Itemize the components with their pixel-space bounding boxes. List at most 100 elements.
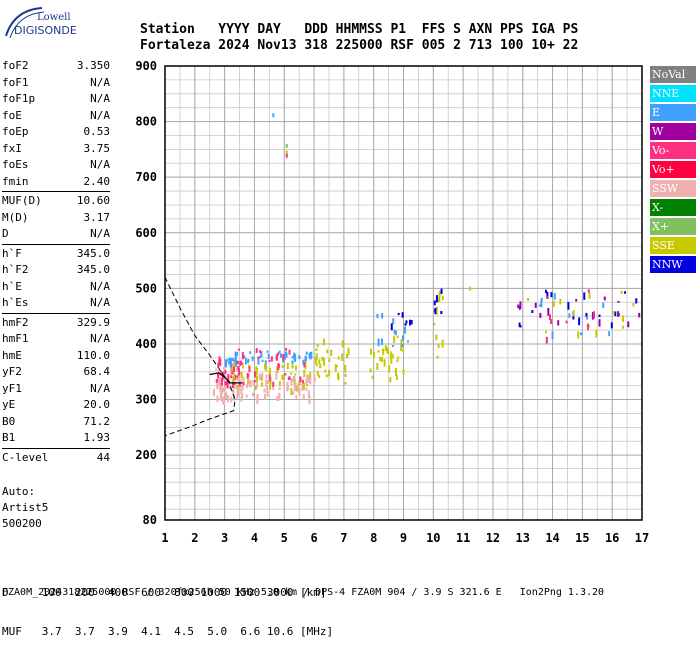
data-point	[226, 395, 229, 403]
data-point	[293, 352, 296, 360]
data-point	[548, 314, 551, 320]
data-point	[302, 394, 305, 400]
data-point	[309, 372, 312, 380]
data-point	[397, 356, 400, 359]
data-point	[391, 353, 394, 359]
muf-distance-table: D 100 200 400 600 800 1000 1500 3000 [km…	[2, 560, 333, 651]
data-point	[401, 343, 404, 348]
data-point	[225, 392, 228, 400]
x-tick-label: 6	[310, 531, 317, 545]
data-point	[222, 396, 225, 404]
distance-row: D 100 200 400 600 800 1000 1500 3000 [km…	[2, 586, 327, 599]
data-point	[326, 349, 329, 354]
data-point	[545, 330, 548, 334]
data-point	[241, 362, 244, 365]
data-point	[435, 306, 438, 312]
data-point	[217, 373, 220, 379]
legend-item-x-: X-	[650, 199, 696, 216]
data-point	[433, 300, 436, 306]
data-point	[251, 392, 254, 397]
x-tick-label: 15	[575, 531, 589, 545]
data-point	[583, 292, 586, 300]
data-point	[221, 387, 224, 395]
data-point	[380, 338, 383, 346]
data-point	[233, 361, 236, 367]
data-point	[315, 348, 318, 352]
data-point	[390, 357, 393, 364]
param-row: yF2 68.4	[2, 364, 110, 381]
data-point	[622, 315, 625, 322]
trace-fit-curve	[209, 372, 243, 384]
data-point	[242, 365, 245, 369]
data-point	[436, 355, 439, 359]
param-value: 3.350	[76, 59, 110, 72]
data-point	[314, 356, 317, 364]
data-point	[318, 359, 321, 364]
data-point	[272, 386, 275, 391]
legend-item-e: E	[650, 104, 696, 121]
param-row: h`F2 345.0	[2, 262, 110, 279]
data-point	[538, 304, 541, 307]
data-point	[551, 331, 554, 340]
data-point	[376, 313, 379, 319]
data-point	[304, 355, 307, 362]
data-point	[286, 385, 289, 391]
data-point	[288, 349, 291, 355]
data-point	[278, 381, 281, 386]
data-point	[392, 318, 395, 325]
data-point	[610, 322, 613, 329]
data-point	[328, 358, 331, 363]
data-point	[518, 322, 521, 328]
data-point	[256, 393, 259, 401]
data-point	[261, 372, 264, 379]
legend-item-noval: NoVal	[650, 66, 696, 83]
data-point	[384, 345, 387, 352]
data-point	[302, 382, 305, 391]
data-point	[306, 384, 309, 387]
param-row: yF1 N/A	[2, 381, 110, 398]
data-point	[379, 356, 382, 362]
param-name: fmin	[2, 174, 29, 188]
data-point	[237, 393, 240, 397]
data-point	[275, 354, 278, 361]
x-tick-label: 14	[545, 531, 559, 545]
data-point	[386, 347, 389, 354]
data-point	[598, 319, 601, 327]
data-point	[388, 364, 391, 373]
scaled-parameters-panel: foF2 3.350 foF1 N/A foF1p N/A foE N/A foEp 0.53 fx…	[2, 58, 110, 466]
data-point	[441, 295, 444, 301]
data-point	[623, 291, 626, 294]
x-tick-label: 3	[221, 531, 228, 545]
data-point	[316, 370, 319, 376]
data-point	[438, 291, 441, 298]
data-point	[306, 374, 309, 381]
param-name: MUF(D)	[2, 194, 42, 207]
data-point	[410, 319, 413, 325]
data-point	[215, 368, 218, 371]
data-point	[591, 312, 594, 320]
data-point	[341, 353, 344, 361]
data-point	[249, 351, 252, 354]
data-point	[256, 384, 259, 389]
data-point	[282, 353, 285, 362]
data-point	[318, 374, 321, 379]
data-point	[557, 320, 560, 326]
data-point	[282, 374, 285, 380]
data-point	[382, 348, 385, 356]
data-point	[305, 378, 308, 384]
data-point	[400, 344, 403, 351]
data-point	[577, 331, 580, 339]
data-point	[290, 372, 293, 375]
x-tick-label: 11	[456, 531, 470, 545]
x-tick-label: 2	[191, 531, 198, 545]
data-point	[241, 351, 244, 360]
data-point	[249, 379, 252, 388]
legend-item-vo-: Vo-	[650, 142, 696, 159]
data-point	[409, 319, 412, 326]
data-point	[224, 370, 227, 375]
y-tick-label: 600	[135, 226, 157, 240]
data-point	[277, 363, 280, 371]
data-point	[233, 366, 236, 372]
y-tick-label: 900	[135, 59, 157, 73]
data-point	[390, 323, 393, 331]
